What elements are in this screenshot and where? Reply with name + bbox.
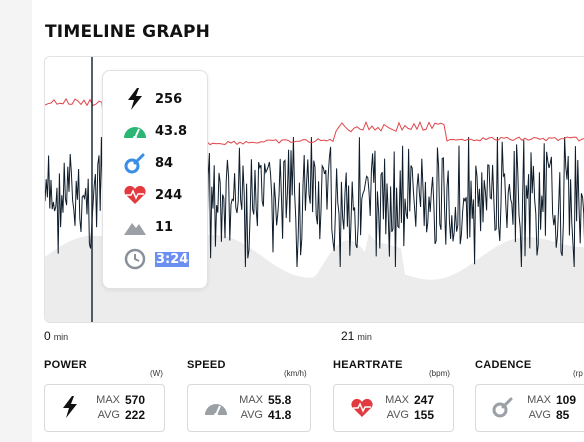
cadence-max-value: 109 — [556, 393, 577, 407]
cadence-icon — [123, 151, 147, 175]
speed-avg-label: AVG — [240, 409, 263, 421]
tooltip-power-value: 256 — [155, 91, 183, 107]
cursor-tooltip: 256 43.8 84 244 11 3:24 — [102, 70, 208, 289]
cadence-stat-title: CADENCE — [475, 359, 532, 371]
speed-avg-value: 41.8 — [268, 408, 292, 422]
heart-icon — [350, 396, 374, 420]
cadence-max-label: MAX — [527, 394, 551, 406]
tooltip-cadence-row: 84 — [123, 151, 173, 175]
tooltip-cadence-value: 84 — [155, 155, 174, 171]
tooltip-elevation-row: 11 — [123, 215, 173, 239]
power-stat-unit: (W) — [150, 369, 163, 378]
axis-mid-label: 21 min — [341, 329, 372, 343]
power-max-value: 570 — [125, 393, 146, 407]
speed-stat-title: SPEED — [187, 359, 226, 371]
tooltip-heartrate-value: 244 — [155, 187, 183, 203]
tooltip-speed-row: 43.8 — [123, 119, 187, 143]
power-max-label: MAX — [96, 394, 120, 406]
power-avg-value: 222 — [125, 408, 146, 422]
tooltip-time-value[interactable]: 3:24 — [155, 251, 190, 267]
heartrate-stat-card: MAX AVG 247 155 — [333, 384, 454, 432]
cadence-stat-unit: (rp — [573, 369, 583, 378]
speedometer-icon — [204, 396, 228, 420]
heartrate-avg-value: 155 — [414, 408, 435, 422]
heartrate-stat-unit: (bpm) — [429, 369, 450, 378]
bolt-icon — [123, 87, 147, 111]
cadence-icon — [492, 396, 516, 420]
left-sidebar-strip — [0, 0, 32, 442]
heart-icon — [123, 183, 147, 207]
power-stat-title: POWER — [44, 359, 88, 371]
power-avg-label: AVG — [97, 409, 120, 421]
speedometer-icon — [123, 119, 147, 143]
tooltip-speed-value: 43.8 — [155, 123, 188, 139]
tooltip-power-row: 256 — [123, 87, 182, 111]
heartrate-max-value: 247 — [414, 393, 435, 407]
speed-max-label: MAX — [239, 394, 263, 406]
mountain-icon — [123, 215, 147, 239]
cadence-avg-value: 85 — [556, 408, 570, 422]
axis-start-label: 0 min — [44, 329, 69, 343]
cadence-avg-label: AVG — [528, 409, 551, 421]
tooltip-heartrate-row: 244 — [123, 183, 182, 207]
cadence-stat-card: MAX AVG 109 85 — [475, 384, 584, 432]
heartrate-avg-label: AVG — [386, 409, 409, 421]
speed-stat-card: MAX AVG 55.8 41.8 — [187, 384, 311, 432]
bolt-icon — [61, 396, 85, 420]
tooltip-elevation-value: 11 — [155, 219, 174, 235]
speed-stat-unit: (km/h) — [284, 369, 307, 378]
tooltip-time-row: 3:24 — [123, 247, 190, 271]
heartrate-max-label: MAX — [385, 394, 409, 406]
page-title: TIMELINE GRAPH — [45, 22, 211, 42]
clock-icon — [123, 247, 147, 271]
heartrate-stat-title: HEARTRATE — [333, 359, 403, 371]
power-stat-card: MAX AVG 570 222 — [44, 384, 165, 432]
speed-max-value: 55.8 — [268, 393, 292, 407]
